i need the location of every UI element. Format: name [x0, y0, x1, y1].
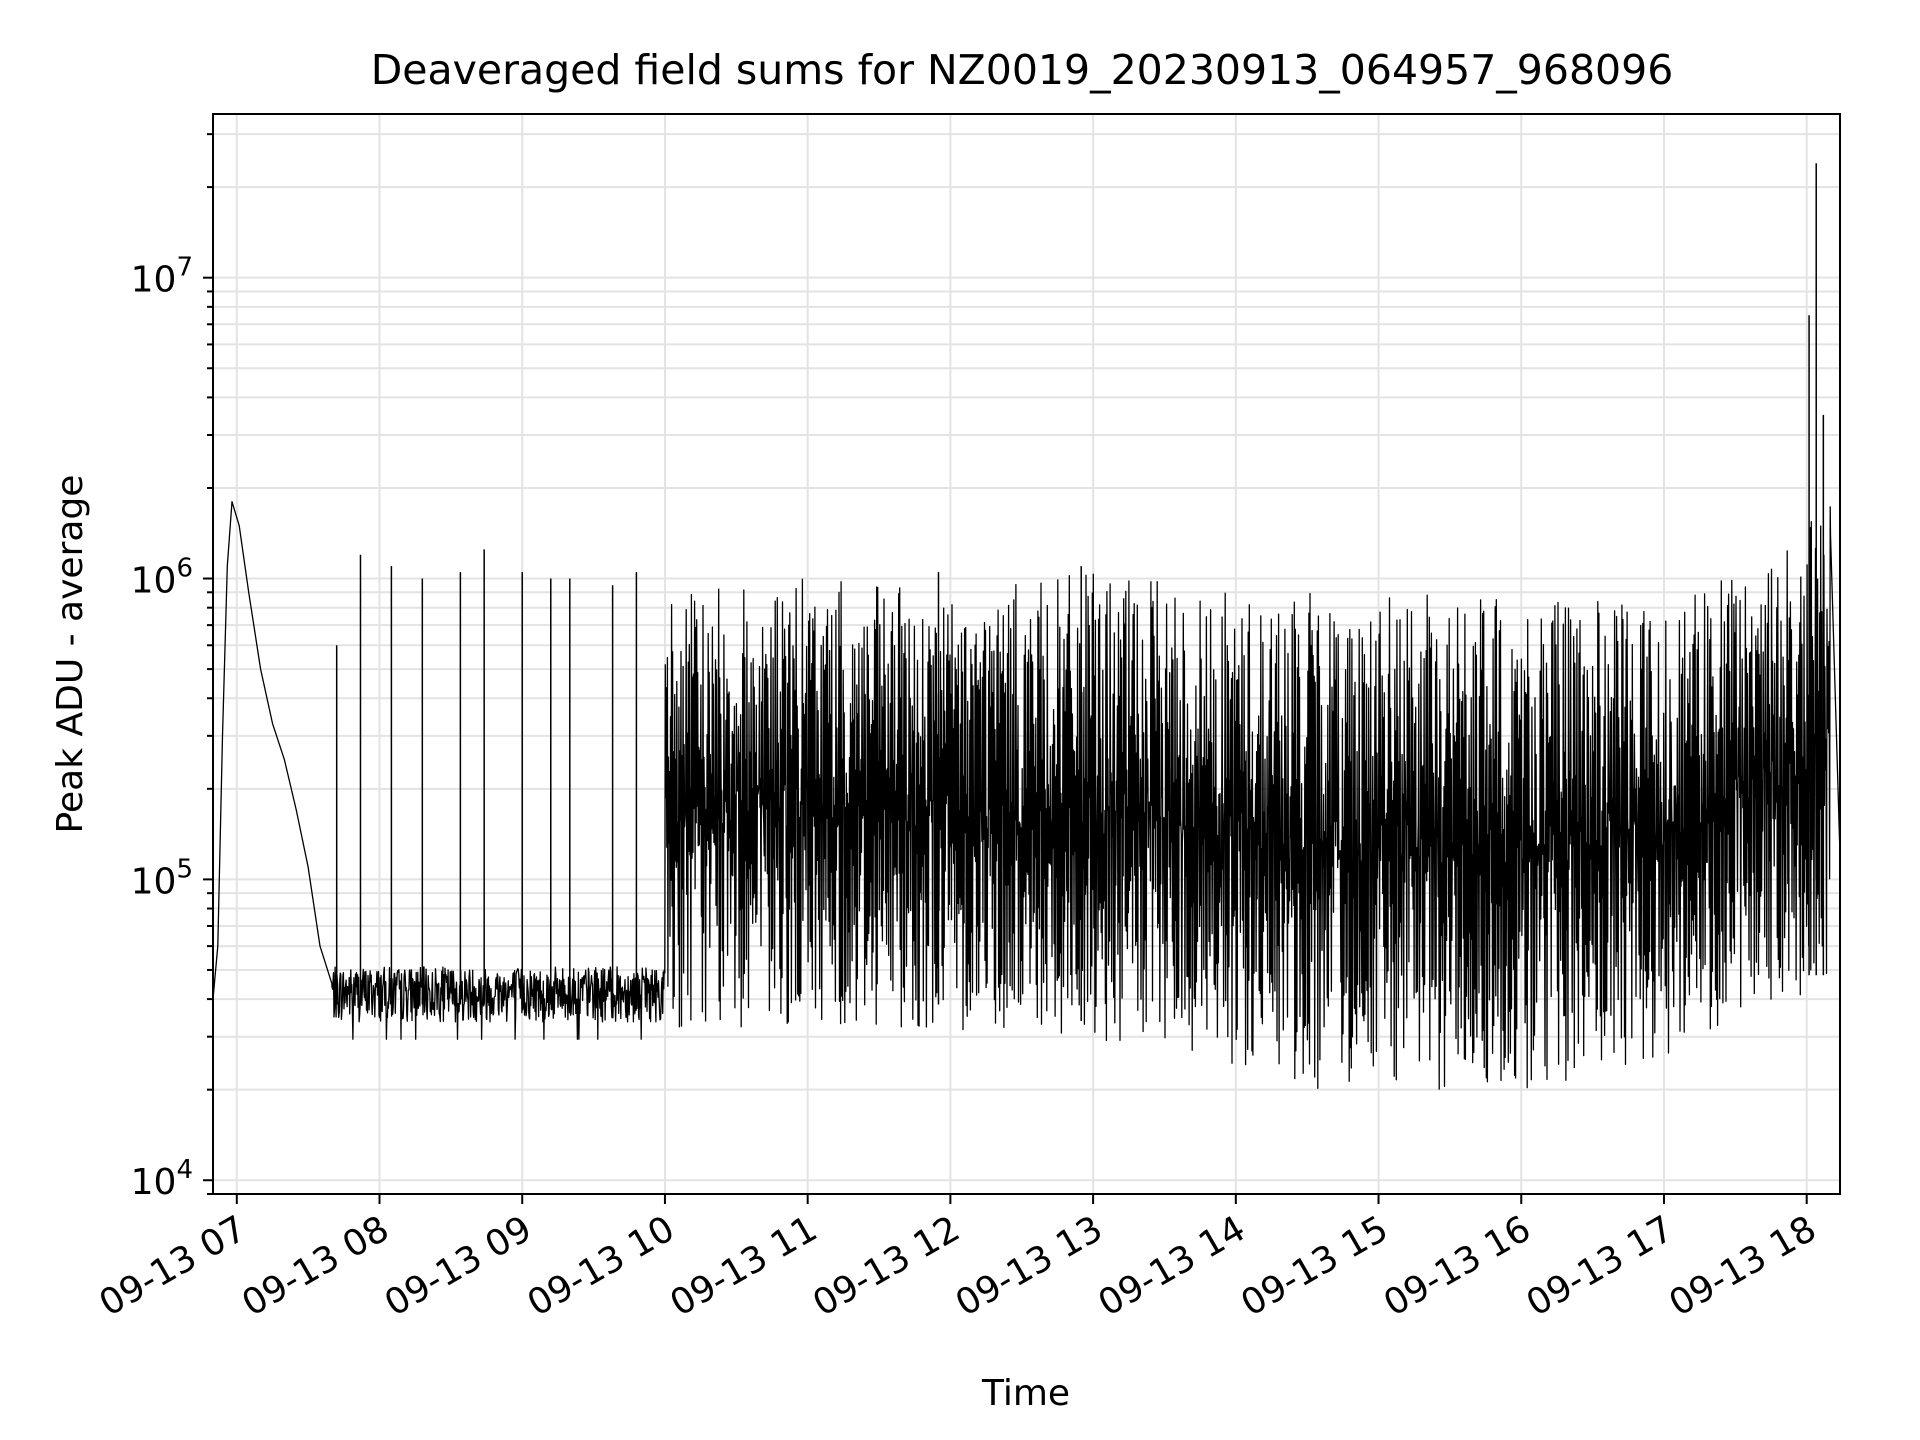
y-tick-label: 106 [131, 554, 193, 602]
series-line [212, 501, 1841, 1090]
y-axis-label: Peak ADU - average [50, 475, 91, 834]
chart-title: Deaveraged field sums for NZ0019_2023091… [371, 46, 1674, 94]
y-tick-label: 104 [131, 1155, 193, 1203]
y-tick-label: 105 [131, 854, 193, 902]
y-axis: 104 105 106 107 [131, 133, 213, 1203]
y-tick-label: 107 [131, 253, 193, 301]
data-series [212, 163, 1841, 1090]
plot-frame [212, 113, 1841, 1195]
x-axis-label: Time [981, 1373, 1070, 1414]
